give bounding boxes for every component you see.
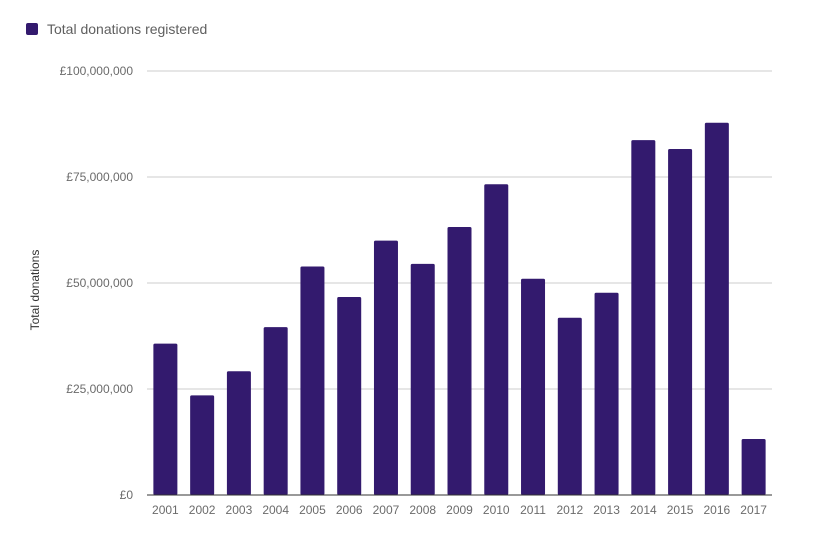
bar-2006	[337, 296, 362, 495]
bar-2004	[263, 327, 288, 495]
x-tick-label: 2011	[520, 503, 546, 517]
legend-label: Total donations registered	[47, 21, 208, 37]
bar-2015	[668, 149, 693, 496]
x-tick-label: 2016	[704, 503, 731, 517]
x-tick-label: 2003	[226, 503, 253, 517]
y-tick-label: £0	[120, 488, 134, 502]
bar-2017	[741, 439, 766, 495]
x-tick-label: 2010	[483, 503, 510, 517]
x-tick-label: 2009	[446, 503, 473, 517]
bar-2003	[226, 371, 251, 495]
x-tick-label: 2006	[336, 503, 363, 517]
bar-2001	[153, 343, 178, 495]
bar-2008	[410, 263, 435, 495]
bar-2012	[557, 317, 582, 495]
y-tick-label: £75,000,000	[66, 170, 133, 184]
x-tick-label: 2001	[152, 503, 179, 517]
x-tick-label: 2013	[593, 503, 620, 517]
x-tick-label: 2012	[556, 503, 583, 517]
x-tick-label: 2014	[630, 503, 657, 517]
x-tick-label: 2015	[667, 503, 694, 517]
x-tick-label: 2017	[740, 503, 767, 517]
x-tick-label: 2005	[299, 503, 326, 517]
legend-swatch	[26, 23, 38, 35]
bar-2013	[594, 292, 619, 495]
bar-2016	[704, 122, 729, 495]
x-tick-label: 2008	[409, 503, 436, 517]
bar-2010	[484, 184, 509, 495]
bar-2005	[300, 266, 325, 495]
y-axis-ticks: £0 £25,000,000 £50,000,000 £75,000,000 £100,…	[60, 64, 134, 502]
x-tick-label: 2004	[262, 503, 289, 517]
y-tick-label: £50,000,000	[66, 276, 133, 290]
bar-2002	[190, 395, 215, 495]
bar-2014	[631, 140, 656, 495]
legend: Total donations registered	[26, 21, 207, 37]
bar-2011	[521, 278, 546, 495]
bar-2009	[447, 227, 472, 496]
y-tick-label: £25,000,000	[66, 382, 133, 396]
y-tick-label: £100,000,000	[60, 64, 134, 78]
x-tick-label: 2007	[373, 503, 400, 517]
bar-2007	[373, 240, 398, 495]
x-axis-ticks: 2001 2002 2003 2004 2005 2006 2007 2008 2009 2010…	[152, 503, 767, 517]
bars	[153, 122, 766, 496]
x-tick-label: 2002	[189, 503, 216, 517]
